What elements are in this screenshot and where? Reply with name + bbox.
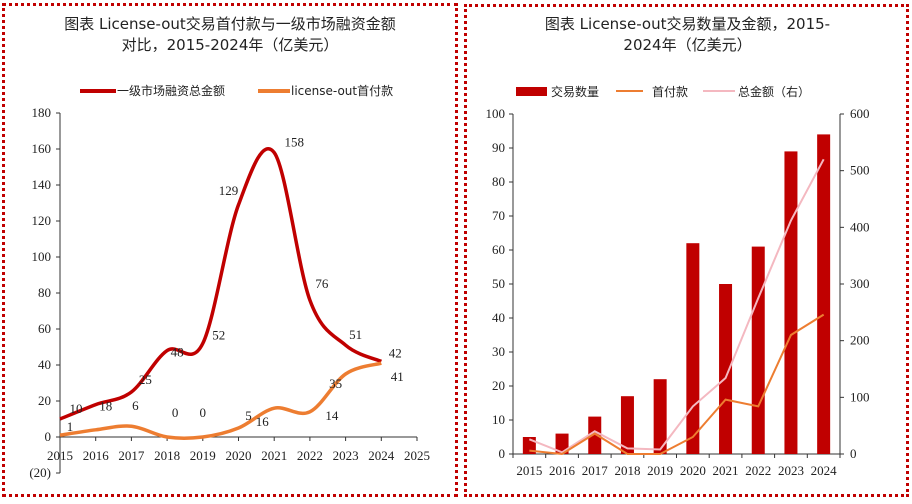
right-left-y-tick-label: 60 xyxy=(492,242,505,257)
left-y-tick-label: 120 xyxy=(32,213,52,228)
right-x-tick-label: 2021 xyxy=(713,463,739,478)
right-x-tick-label: 2020 xyxy=(680,463,706,478)
right-left-y-tick-label: 10 xyxy=(492,412,505,427)
left-data-label: 52 xyxy=(212,327,225,342)
left-data-label: 0 xyxy=(172,405,179,420)
right-chart-title: 图表 License-out交易数量及金额，2015- 2024年（亿美元） xyxy=(470,14,905,56)
right-x-tick-label: 2015 xyxy=(516,463,542,478)
left-x-tick-label: 2019 xyxy=(190,448,216,463)
deal-count-bar xyxy=(686,243,700,454)
legend-swatch-deal-count xyxy=(516,87,547,96)
left-x-tick-label: 2024 xyxy=(368,448,395,463)
left-data-label: 18 xyxy=(99,399,112,414)
right-x-tick-label: 2022 xyxy=(745,463,771,478)
left-title-line1: 图表 License-out交易首付款与一级市场融资金额 xyxy=(64,15,396,33)
left-y-tick-label: 20 xyxy=(38,393,51,408)
left-data-label: 48 xyxy=(171,345,184,360)
left-y-tick-label: 100 xyxy=(32,249,52,264)
deal-count-bar xyxy=(719,284,733,454)
total-amount-line xyxy=(528,158,825,454)
deal-count-bar xyxy=(817,134,831,454)
left-data-label: 5 xyxy=(245,408,252,423)
left-x-tick-label: 2017 xyxy=(118,448,145,463)
right-x-tick-label: 2023 xyxy=(778,463,804,478)
left-y-tick-label: 40 xyxy=(38,357,51,372)
left-y-tick-label: (20) xyxy=(29,465,51,480)
left-data-label: 41 xyxy=(391,369,404,384)
right-title-line2: 2024年（亿美元） xyxy=(623,36,752,54)
left-data-label: 129 xyxy=(219,183,239,198)
right-left-y-tick-label: 20 xyxy=(492,378,505,393)
left-data-label: 0 xyxy=(200,405,207,420)
deal-count-bar xyxy=(784,151,798,454)
legend-label-upfront-payment: 首付款 xyxy=(652,85,688,99)
license-out-upfront-line xyxy=(59,361,382,440)
upfront-payment-line xyxy=(529,313,825,456)
deal-count-bar xyxy=(588,416,602,454)
right-left-y-tick-label: 100 xyxy=(486,106,506,121)
left-chart-panel xyxy=(2,3,458,497)
left-data-label: 14 xyxy=(325,408,339,423)
legend-label-upfront: license-out首付款 xyxy=(291,84,393,98)
left-title-line2: 对比，2015-2024年（亿美元） xyxy=(121,36,339,54)
left-data-label: 16 xyxy=(256,414,270,429)
right-right-y-tick-label: 400 xyxy=(850,219,870,234)
legend-label-financing: 一级市场融资总金额 xyxy=(117,83,225,98)
deal-count-bar xyxy=(620,396,634,454)
left-data-label: 51 xyxy=(349,327,362,342)
right-right-y-tick-label: 0 xyxy=(850,446,857,461)
right-right-y-tick-label: 100 xyxy=(850,389,870,404)
left-x-tick-label: 2018 xyxy=(154,448,180,463)
left-x-tick-label: 2021 xyxy=(261,448,287,463)
left-x-tick-label: 2025 xyxy=(404,448,430,463)
left-x-tick-label: 2015 xyxy=(47,448,73,463)
right-title-line1: 图表 License-out交易数量及金额，2015- xyxy=(544,15,831,33)
left-data-label: 42 xyxy=(389,345,402,360)
left-x-tick-label: 2022 xyxy=(297,448,323,463)
right-right-y-tick-label: 500 xyxy=(850,163,870,178)
right-x-tick-label: 2016 xyxy=(549,463,576,478)
right-left-y-tick-label: 0 xyxy=(499,446,506,461)
right-left-y-tick-label: 40 xyxy=(492,310,505,325)
left-y-tick-label: 60 xyxy=(38,321,51,336)
left-data-label: 10 xyxy=(70,401,83,416)
deal-count-bar xyxy=(751,246,765,454)
left-data-label: 6 xyxy=(132,398,139,413)
right-right-y-tick-label: 600 xyxy=(850,106,870,121)
left-data-label: 35 xyxy=(329,376,342,391)
right-x-tick-label: 2017 xyxy=(582,463,609,478)
left-y-tick-label: 160 xyxy=(32,141,52,156)
right-x-tick-label: 2019 xyxy=(647,463,673,478)
left-y-tick-label: 180 xyxy=(32,105,52,120)
right-right-y-tick-label: 200 xyxy=(850,333,870,348)
right-left-y-tick-label: 50 xyxy=(492,276,505,291)
left-data-label: 25 xyxy=(139,372,152,387)
left-y-tick-label: 80 xyxy=(38,285,51,300)
left-x-tick-label: 2023 xyxy=(333,448,359,463)
right-left-y-tick-label: 70 xyxy=(492,208,505,223)
left-x-tick-label: 2020 xyxy=(226,448,252,463)
left-y-tick-label: 0 xyxy=(45,429,52,444)
right-left-y-tick-label: 30 xyxy=(492,344,505,359)
left-chart-title: 图表 License-out交易首付款与一级市场融资金额 对比，2015-202… xyxy=(10,14,450,56)
left-data-label: 1 xyxy=(67,419,74,434)
legend-label-total-amount: 总金额（右） xyxy=(738,84,810,99)
right-left-y-tick-label: 90 xyxy=(492,140,505,155)
deal-count-bar xyxy=(555,433,569,454)
legend-label-deal-count: 交易数量 xyxy=(551,84,599,99)
right-left-y-tick-label: 80 xyxy=(492,174,505,189)
left-y-tick-label: 140 xyxy=(32,177,52,192)
left-data-label: 158 xyxy=(284,135,304,150)
right-x-tick-label: 2018 xyxy=(614,463,640,478)
right-chart-panel xyxy=(464,4,909,497)
right-x-tick-label: 2024 xyxy=(811,463,838,478)
left-data-label: 76 xyxy=(315,276,329,291)
left-x-tick-label: 2016 xyxy=(83,448,110,463)
deal-count-bar xyxy=(653,379,667,454)
right-right-y-tick-label: 300 xyxy=(850,276,870,291)
primary-financing-line xyxy=(59,147,383,421)
